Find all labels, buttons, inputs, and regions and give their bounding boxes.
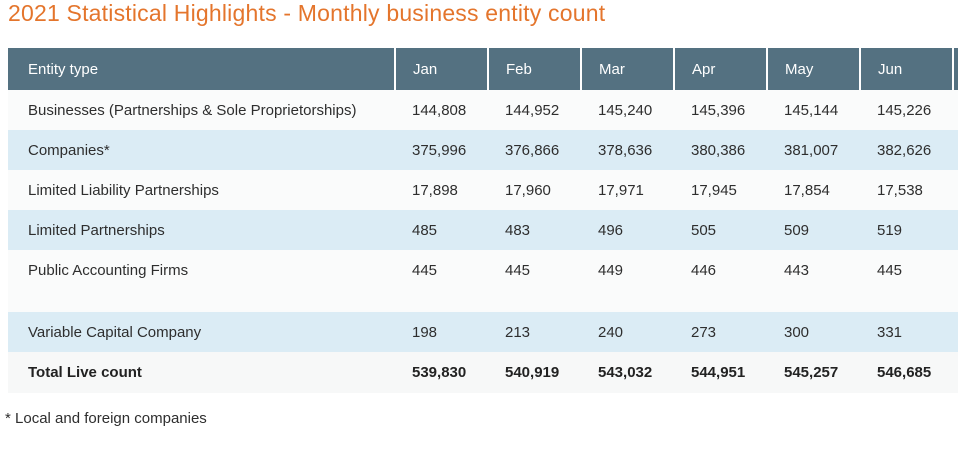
value-cell: 17,898 [395,170,488,210]
stub-cell [953,352,958,393]
column-header-mar: Mar [580,48,674,90]
value-cell [767,290,860,312]
header-row: Entity type Jan Feb Mar Apr May Jun [8,48,958,90]
table-body: Businesses (Partnerships & Sole Propriet… [8,90,958,393]
row-label: Companies* [8,130,395,170]
value-cell [581,290,674,312]
column-header-jan: Jan [394,48,488,90]
value-cell: 375,996 [395,130,488,170]
value-cell: 380,386 [674,130,767,170]
value-cell: 17,854 [767,170,860,210]
value-cell: 446 [674,250,767,290]
value-cell: 519 [860,210,953,250]
stub-cell [953,170,958,210]
row-label: Variable Capital Company [8,312,395,352]
column-header-may: May [766,48,860,90]
value-cell: 240 [581,312,674,352]
value-cell: 445 [860,250,953,290]
table-row-total: Total Live count 539,830 540,919 543,032 544… [8,352,958,393]
row-label: Limited Partnerships [8,210,395,250]
value-cell: 17,971 [581,170,674,210]
value-cell: 144,808 [395,90,488,130]
value-cell [488,290,581,312]
value-cell: 273 [674,312,767,352]
entity-table-wrap: Entity type Jan Feb Mar Apr May Jun Businesses… [8,48,958,393]
value-cell [674,290,767,312]
value-cell: 540,919 [488,352,581,393]
value-cell: 546,685 [860,352,953,393]
value-cell: 145,144 [767,90,860,130]
value-cell: 300 [767,312,860,352]
value-cell: 376,866 [488,130,581,170]
value-cell: 505 [674,210,767,250]
value-cell [860,290,953,312]
value-cell: 443 [767,250,860,290]
value-cell: 509 [767,210,860,250]
value-cell: 17,945 [674,170,767,210]
page-title: 2021 Statistical Highlights - Monthly bu… [8,0,606,26]
value-cell: 496 [581,210,674,250]
row-label: Businesses (Partnerships & Sole Propriet… [8,90,395,130]
column-header-feb: Feb [487,48,581,90]
table-row: Companies* 375,996 376,866 378,636 380,386 38… [8,130,958,170]
table-row: Public Accounting Firms 445 445 449 446 443 44… [8,250,958,290]
value-cell: 145,396 [674,90,767,130]
value-cell: 445 [488,250,581,290]
table-row: Limited Partnerships 485 483 496 505 509 519 [8,210,958,250]
column-header-apr: Apr [673,48,767,90]
value-cell: 545,257 [767,352,860,393]
value-cell: 213 [488,312,581,352]
value-cell: 381,007 [767,130,860,170]
table-row: Variable Capital Company 198 213 240 273 300 3… [8,312,958,352]
value-cell: 198 [395,312,488,352]
value-cell [395,290,488,312]
value-cell: 543,032 [581,352,674,393]
column-header-jun: Jun [859,48,953,90]
stub-cell [953,290,958,312]
value-cell: 485 [395,210,488,250]
value-cell: 144,952 [488,90,581,130]
stub-cell [953,130,958,170]
value-cell: 331 [860,312,953,352]
value-cell: 539,830 [395,352,488,393]
value-cell: 544,951 [674,352,767,393]
row-label [8,290,395,312]
row-label: Limited Liability Partnerships [8,170,395,210]
value-cell: 17,538 [860,170,953,210]
column-header-stub [952,48,958,90]
stub-cell [953,312,958,352]
footnote: * Local and foreign companies [5,410,207,427]
value-cell: 145,240 [581,90,674,130]
table-row: Businesses (Partnerships & Sole Propriet… [8,90,958,130]
value-cell: 445 [395,250,488,290]
row-label: Total Live count [8,352,395,393]
value-cell: 378,636 [581,130,674,170]
value-cell: 382,626 [860,130,953,170]
value-cell: 449 [581,250,674,290]
row-label: Public Accounting Firms [8,250,395,290]
table-row-spacer [8,290,958,312]
table-header: Entity type Jan Feb Mar Apr May Jun [8,48,958,90]
table-row: Limited Liability Partnerships 17,898 17,9… [8,170,958,210]
value-cell: 17,960 [488,170,581,210]
column-header-entity-type: Entity type [8,48,395,90]
value-cell: 145,226 [860,90,953,130]
value-cell: 483 [488,210,581,250]
stub-cell [953,250,958,290]
entity-count-table: Entity type Jan Feb Mar Apr May Jun Businesses… [8,48,958,393]
stub-cell [953,90,958,130]
stub-cell [953,210,958,250]
